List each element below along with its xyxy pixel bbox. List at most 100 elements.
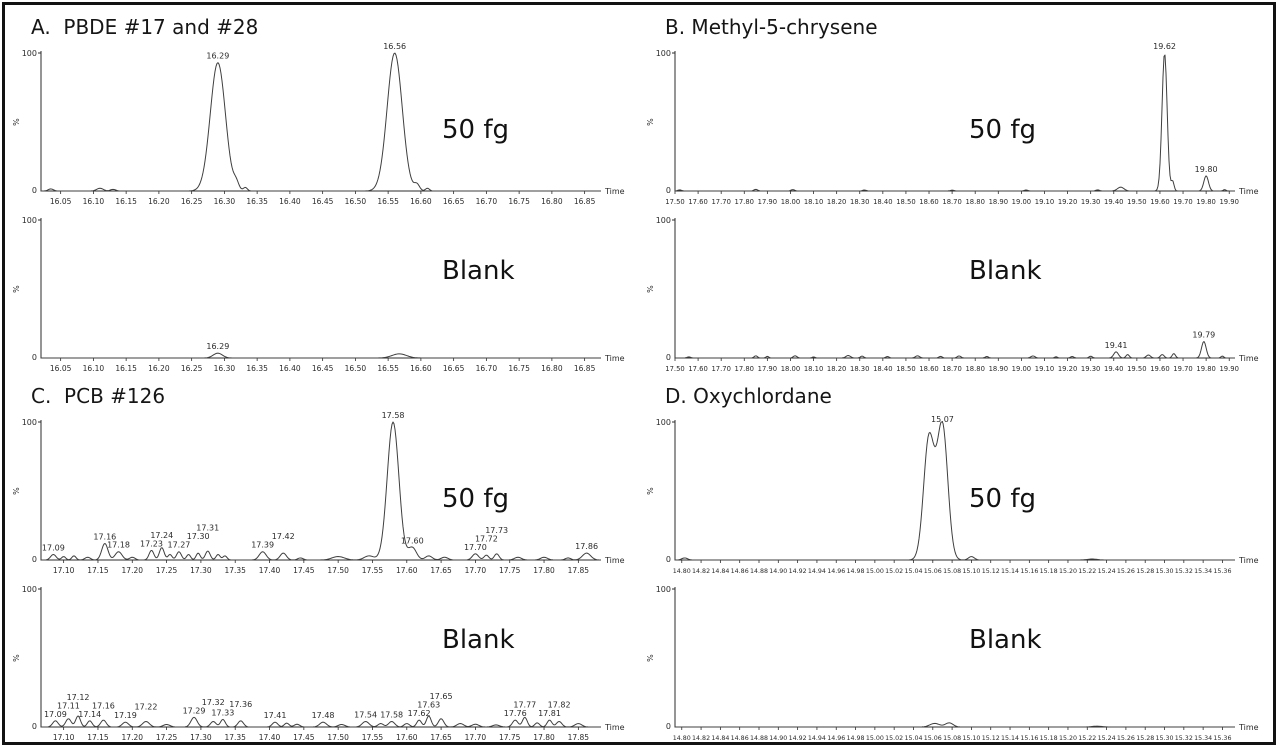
peak-label: 17.19 xyxy=(114,711,137,720)
x-tick-label: 17.90 xyxy=(758,198,777,206)
x-tick-label: 17.55 xyxy=(362,566,384,575)
x-tick-label: 15.02 xyxy=(885,568,903,575)
x-tick-label: 16.20 xyxy=(148,364,170,373)
peak-label: 17.33 xyxy=(211,708,234,717)
x-tick-label: 17.85 xyxy=(568,566,590,575)
y-axis-title: % xyxy=(646,653,655,661)
x-tick-label: 17.50 xyxy=(665,365,684,373)
peak-label: 17.09 xyxy=(42,543,65,552)
x-tick-label: 19.80 xyxy=(1196,198,1215,206)
x-tick-label: 16.75 xyxy=(508,197,530,206)
x-tick-label: 17.70 xyxy=(711,365,730,373)
x-tick-label: 14.84 xyxy=(711,735,729,742)
panel-title-A: A. PBDE #17 and #28 xyxy=(31,15,259,39)
chromatogram-svg-C-50fg: 17.10 17.15 17.20 17.25 17.30 17.35 17.40 17.45… xyxy=(12,411,625,575)
x-tick-label: 16.30 xyxy=(214,364,236,373)
x-tick-label: 16.15 xyxy=(115,197,137,206)
peak-label: 17.27 xyxy=(167,540,190,549)
x-tick-label: 17.30 xyxy=(190,566,212,575)
x-tick-label: 18.40 xyxy=(873,198,892,206)
x-tick-label: 14.98 xyxy=(847,568,865,575)
x-tick-label: 19.40 xyxy=(1104,365,1123,373)
plot-A-50fg: 16.05 16.10 16.15 16.20 16.25 16.30 16.35 16.40… xyxy=(5,42,639,210)
peak-label: 17.31 xyxy=(196,523,219,532)
x-axis-title: Time xyxy=(604,723,625,732)
x-tick-label: 15.32 xyxy=(1175,568,1193,575)
x-tick-label: 16.50 xyxy=(345,197,367,206)
x-tick-label: 16.30 xyxy=(214,197,236,206)
x-tick-label: 15.04 xyxy=(904,568,922,575)
x-tick-label: 19.70 xyxy=(1173,365,1192,373)
x-tick-label: 18.80 xyxy=(965,198,984,206)
x-tick-label: 17.40 xyxy=(259,733,281,742)
x-tick-label: 17.65 xyxy=(430,733,452,742)
x-tick-label: 14.96 xyxy=(827,568,845,575)
x-tick-label: 17.60 xyxy=(396,566,418,575)
y-min-label: 0 xyxy=(666,555,671,564)
x-tick-label: 14.90 xyxy=(769,568,787,575)
peak-label: 17.12 xyxy=(67,692,90,701)
x-tick-label: 16.70 xyxy=(476,364,498,373)
x-tick-label: 19.50 xyxy=(1127,365,1146,373)
x-tick-label: 16.40 xyxy=(279,364,301,373)
x-tick-label: 16.35 xyxy=(246,197,268,206)
x-tick-label: 19.50 xyxy=(1127,198,1146,206)
peak-label: 17.11 xyxy=(57,701,80,710)
x-tick-label: 15.24 xyxy=(1098,568,1116,575)
x-tick-label: 17.15 xyxy=(87,566,109,575)
y-max-label: 100 xyxy=(656,585,671,594)
peak-label: 17.54 xyxy=(354,710,377,719)
y-min-label: 0 xyxy=(32,555,37,564)
x-tick-label: 15.06 xyxy=(924,735,942,742)
x-tick-label: 17.60 xyxy=(396,733,418,742)
x-tick-label: 14.94 xyxy=(808,735,826,742)
x-tick-label: 15.10 xyxy=(962,735,980,742)
x-tick-label: 19.70 xyxy=(1173,198,1192,206)
x-tick-label: 16.05 xyxy=(50,364,72,373)
chromatogram-trace xyxy=(674,421,1235,560)
x-tick-label: 17.80 xyxy=(735,198,754,206)
x-axis-title: Time xyxy=(1238,354,1259,363)
panel-C: C. PCB #126 17.10 17.15 17.20 17.25 17.30 17.… xyxy=(5,374,639,743)
x-tick-label: 17.15 xyxy=(87,733,109,742)
x-tick-label: 18.00 xyxy=(781,365,800,373)
x-tick-label: 15.28 xyxy=(1136,568,1154,575)
x-tick-label: 17.60 xyxy=(688,365,707,373)
sample-annotation: Blank xyxy=(442,256,515,286)
x-tick-label: 17.65 xyxy=(430,566,452,575)
x-tick-label: 15.14 xyxy=(1001,735,1019,742)
x-tick-label: 17.25 xyxy=(156,566,178,575)
x-tick-label: 14.92 xyxy=(789,568,807,575)
x-tick-label: 16.15 xyxy=(115,364,137,373)
peak-label: 17.32 xyxy=(202,697,225,706)
peak-label: 17.48 xyxy=(312,711,335,720)
x-tick-label: 17.80 xyxy=(533,566,555,575)
x-tick-label: 14.82 xyxy=(692,735,710,742)
x-tick-label: 15.12 xyxy=(982,568,1000,575)
axes xyxy=(38,51,601,192)
x-tick-label: 19.60 xyxy=(1150,198,1169,206)
chromatogram-svg-A-blank: 16.05 16.10 16.15 16.20 16.25 16.30 16.35 16.40… xyxy=(12,216,625,373)
peak-label: 17.73 xyxy=(485,525,508,534)
x-tick-label: 17.75 xyxy=(499,566,521,575)
x-tick-label: 15.22 xyxy=(1078,568,1096,575)
y-axis-title: % xyxy=(646,118,655,126)
x-tick-label: 14.92 xyxy=(789,735,807,742)
x-tick-label: 16.35 xyxy=(246,364,268,373)
plot-C-50fg: 17.10 17.15 17.20 17.25 17.30 17.35 17.40 17.45… xyxy=(5,411,639,579)
y-max-label: 100 xyxy=(22,585,37,594)
x-tick-label: 17.80 xyxy=(533,733,555,742)
panel-title-D: D. Oxychlordane xyxy=(665,383,832,408)
x-tick-label: 15.26 xyxy=(1117,568,1135,575)
sample-annotation: 50 fg xyxy=(442,483,510,514)
panel-B: B. Methyl-5-chrysene 17.50 17.60 17.70 17.8… xyxy=(639,5,1273,374)
y-axis-title: % xyxy=(12,653,21,661)
axes xyxy=(38,419,601,560)
x-tick-label: 18.70 xyxy=(942,365,961,373)
y-axis-title: % xyxy=(12,486,21,494)
x-axis-title: Time xyxy=(604,187,625,196)
x-tick-label: 19.40 xyxy=(1104,198,1123,206)
x-tick-label: 18.50 xyxy=(896,365,915,373)
x-tick-label: 17.45 xyxy=(293,733,315,742)
y-max-label: 100 xyxy=(656,418,671,427)
